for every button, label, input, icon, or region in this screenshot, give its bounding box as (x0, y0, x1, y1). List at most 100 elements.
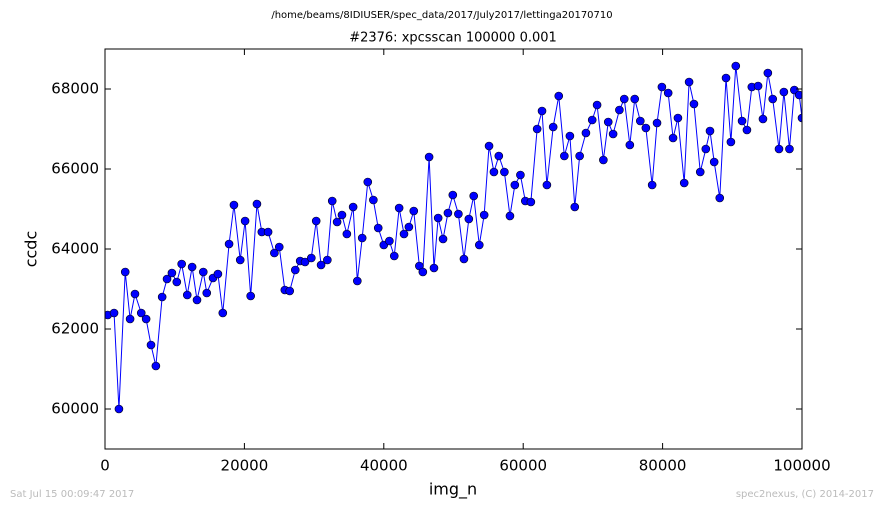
y-tick-label: 64000 (51, 240, 99, 258)
y-axis-label: ccdc (22, 231, 41, 268)
data-point (429, 263, 439, 273)
chart-title: #2376: xpcsscan 100000 0.001 (349, 31, 557, 46)
data-point (218, 308, 228, 318)
data-point (109, 308, 119, 318)
data-point (641, 123, 651, 133)
data-point (548, 122, 558, 132)
data-point (500, 167, 509, 177)
data-point (592, 100, 602, 110)
data-point (389, 251, 399, 261)
data-point (192, 295, 202, 305)
data-point (224, 239, 234, 249)
data-point (581, 128, 591, 138)
data-point (474, 240, 484, 250)
data-point (673, 113, 683, 123)
data-point (625, 140, 635, 150)
data-point (418, 267, 428, 277)
data-point (120, 267, 130, 277)
data-point (157, 292, 167, 302)
y-tick-label: 66000 (51, 160, 99, 178)
data-point (794, 90, 802, 100)
data-point (763, 68, 773, 78)
data-point (114, 404, 124, 414)
data-point (742, 125, 752, 135)
data-point (774, 144, 784, 154)
y-tick-label: 60000 (51, 400, 99, 418)
data-point (785, 144, 794, 154)
x-tick-label: 100000 (773, 457, 830, 475)
x-tick-label: 20000 (221, 457, 269, 475)
data-point (797, 113, 802, 123)
data-point (469, 191, 479, 201)
data-point (290, 265, 300, 275)
data-point (464, 214, 474, 224)
footer-credit: spec2nexus, (C) 2014-2017 (736, 489, 874, 500)
x-tick-label: 80000 (639, 457, 687, 475)
data-point (357, 233, 367, 243)
data-point (768, 94, 778, 104)
data-point (198, 267, 208, 277)
data-line (107, 65, 802, 410)
data-point (240, 216, 250, 226)
data-point (779, 87, 789, 97)
data-point (652, 118, 662, 128)
data-point (177, 259, 186, 269)
data-point (758, 114, 768, 124)
data-point (657, 82, 667, 92)
data-point (731, 61, 741, 71)
data-point (394, 203, 404, 213)
data-point (404, 222, 414, 232)
data-point (709, 157, 719, 167)
data-point (630, 94, 640, 104)
data-point (570, 202, 580, 212)
data-point (300, 257, 310, 267)
data-point (668, 133, 678, 143)
data-point (363, 177, 373, 187)
data-point (229, 200, 239, 210)
data-point (715, 193, 725, 203)
data-point (263, 227, 273, 237)
plot-area (105, 61, 802, 414)
data-point (235, 255, 245, 265)
data-point (448, 190, 458, 200)
data-point (505, 211, 515, 221)
data-point (270, 248, 279, 258)
data-point (146, 340, 156, 350)
data-point (454, 209, 463, 219)
data-point (684, 77, 694, 87)
data-point (705, 126, 715, 136)
data-point (172, 277, 182, 287)
data-point (433, 213, 443, 223)
data-point (615, 105, 624, 115)
data-point (337, 210, 347, 220)
data-point (130, 289, 140, 299)
data-point (151, 361, 161, 371)
data-point (587, 115, 597, 125)
data-point (647, 180, 657, 190)
data-point (353, 276, 362, 286)
data-point (141, 314, 151, 324)
data-point (635, 116, 645, 126)
data-point (494, 151, 504, 161)
y-tick-label: 68000 (51, 80, 99, 98)
data-point (316, 260, 326, 270)
data-point (399, 229, 409, 239)
y-tick-label: 62000 (51, 320, 99, 338)
data-point (510, 180, 520, 190)
data-point (516, 170, 525, 180)
data-point (679, 178, 689, 188)
data-point (332, 217, 342, 227)
data-point (348, 202, 358, 212)
data-point (213, 269, 223, 279)
data-point (599, 155, 608, 165)
data-point (167, 268, 177, 278)
data-point (307, 253, 316, 263)
data-point (753, 81, 763, 91)
data-point (125, 314, 135, 324)
data-point (323, 255, 332, 265)
data-point (373, 223, 383, 233)
data-point (327, 196, 337, 206)
data-point (342, 229, 352, 239)
data-point (554, 91, 564, 101)
data-point (737, 116, 747, 126)
